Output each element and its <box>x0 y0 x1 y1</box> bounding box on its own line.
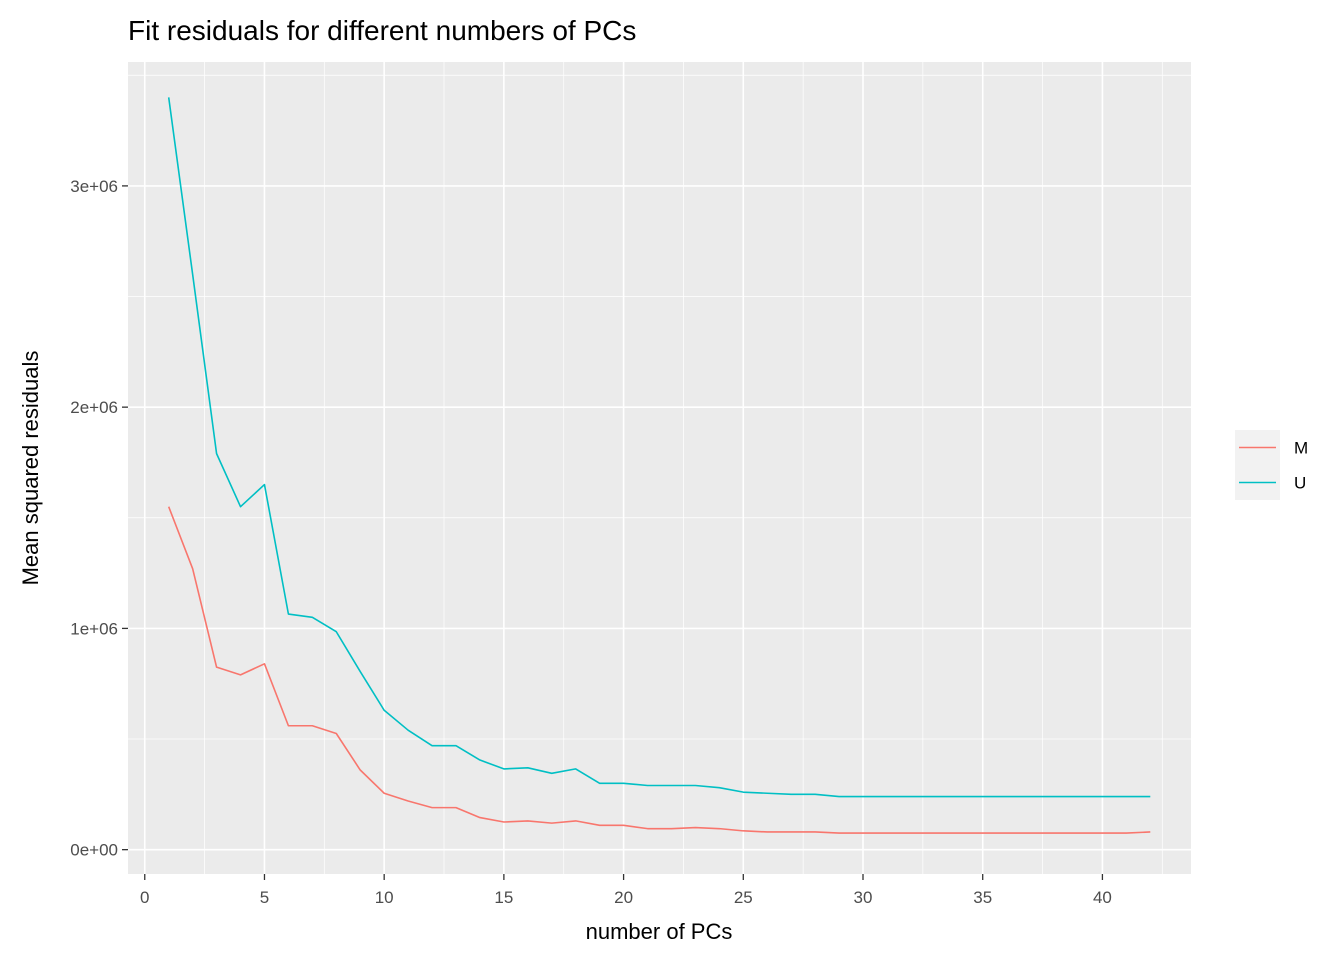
x-tick-label: 40 <box>1093 888 1112 907</box>
legend-label-m: M <box>1294 439 1308 458</box>
x-tick-label: 15 <box>494 888 513 907</box>
x-tick-label: 10 <box>375 888 394 907</box>
y-tick-label: 0e+00 <box>70 841 118 860</box>
x-tick-label: 30 <box>854 888 873 907</box>
plot-panel <box>128 62 1191 874</box>
x-axis: 0 5 10 15 20 25 30 35 40 <box>140 874 1112 907</box>
y-axis: 0e+00 1e+06 2e+06 3e+06 <box>70 177 128 860</box>
x-tick-label: 25 <box>734 888 753 907</box>
x-axis-title: number of PCs <box>586 919 733 944</box>
major-gridlines <box>128 62 1191 874</box>
series-line-m <box>167 506 1151 834</box>
series-line-u <box>167 97 1151 798</box>
y-tick-label: 1e+06 <box>70 619 118 638</box>
y-tick-label: 2e+06 <box>70 398 118 417</box>
x-tick-label: 0 <box>140 888 149 907</box>
x-tick-label: 20 <box>614 888 633 907</box>
y-axis-title: Mean squared residuals <box>18 351 43 586</box>
legend-label-u: U <box>1294 474 1306 493</box>
series-lines <box>167 97 1151 834</box>
chart-title: Fit residuals for different numbers of P… <box>128 15 636 46</box>
x-tick-label: 35 <box>973 888 992 907</box>
x-tick-label: 5 <box>260 888 269 907</box>
minor-gridlines <box>128 62 1191 874</box>
legend: MU <box>1235 430 1308 500</box>
y-tick-label: 3e+06 <box>70 177 118 196</box>
